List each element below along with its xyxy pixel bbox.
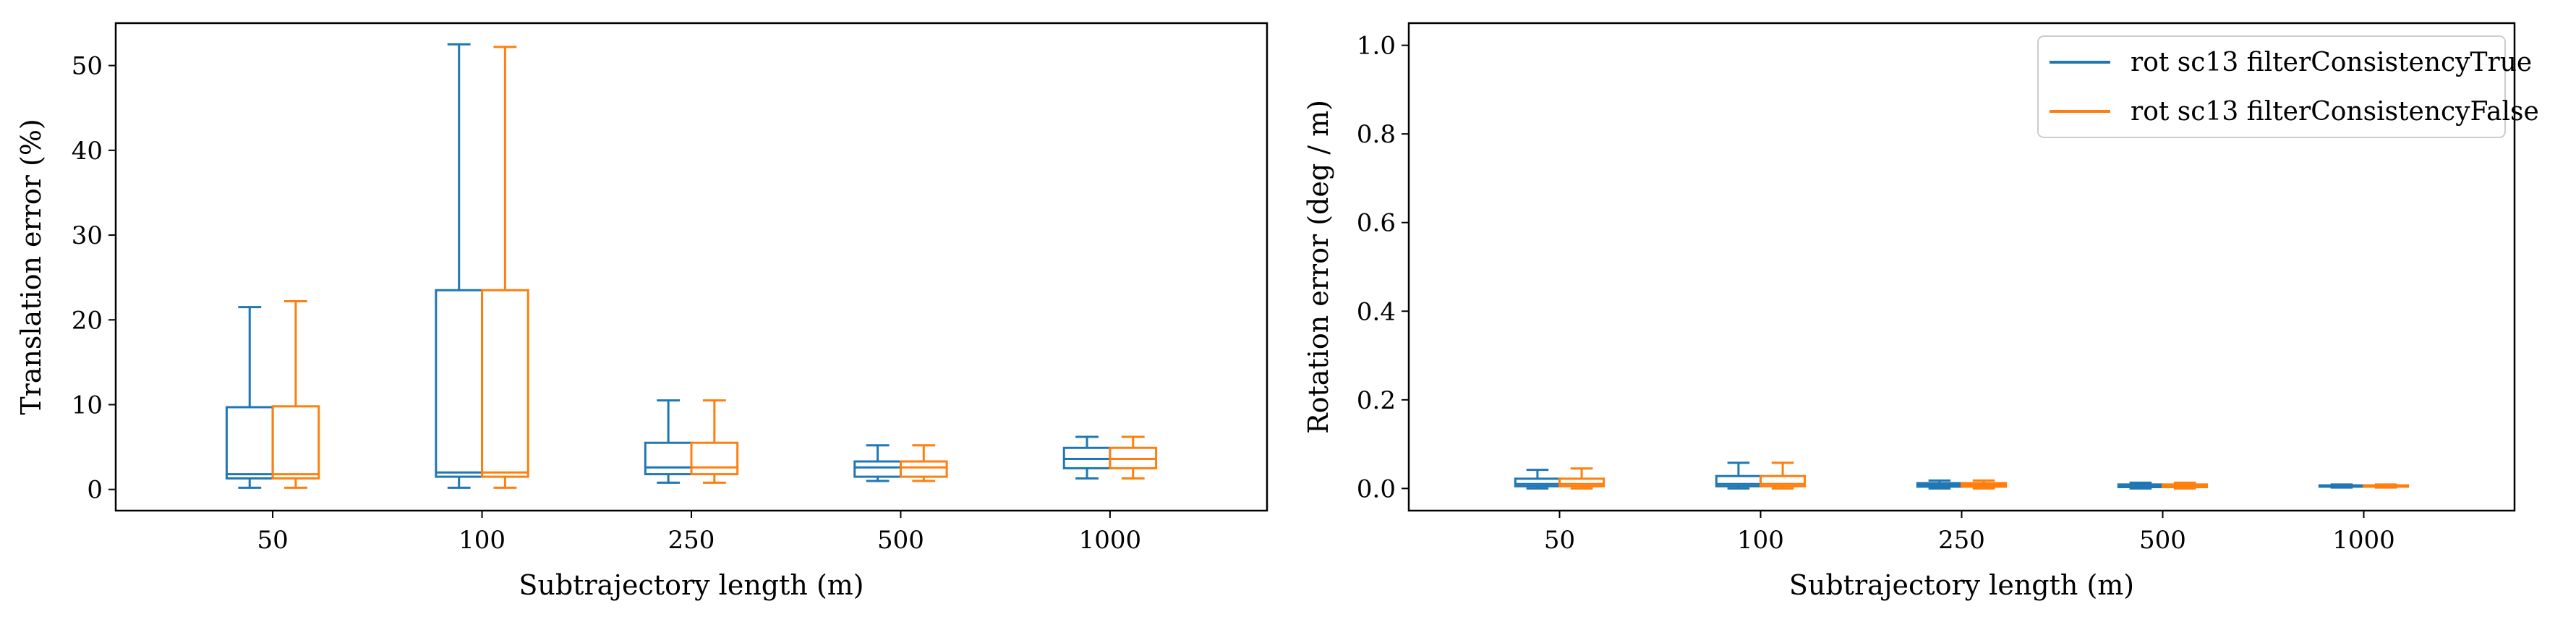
box — [853, 460, 902, 478]
legend-label-1: rot sc13 filterConsistencyTrue — [2131, 48, 2532, 77]
box — [1558, 477, 1605, 487]
plot-area-frame — [114, 22, 1268, 512]
x-axis-label: Subtrajectory length (m) — [519, 569, 863, 601]
box — [271, 405, 320, 480]
y-tick-label: 30 — [72, 221, 103, 250]
series-2 — [271, 46, 1158, 489]
box — [690, 441, 739, 476]
chart-panel-2: 0.0 0.2 0.4 0.6 0.8 1.0 50 100 250 500 1000 Subtraj… — [1302, 22, 2539, 601]
box — [644, 441, 693, 476]
y-tick-label: 20 — [72, 306, 103, 335]
x-tick-label: 50 — [1544, 526, 1575, 555]
box — [481, 289, 529, 478]
y-tick-label: 0.2 — [1357, 386, 1396, 415]
y-tick-label: 0.0 — [1357, 474, 1396, 503]
x-tick-label: 1000 — [1079, 526, 1142, 555]
y-tick-label: 50 — [72, 52, 103, 81]
y-axis-label: Rotation error (deg / m) — [1302, 100, 1334, 434]
plot-area-frame — [1407, 22, 2516, 512]
box — [1514, 477, 1561, 487]
x-tick-label: 100 — [459, 526, 506, 555]
x-axis-label: Subtrajectory length (m) — [1789, 569, 2134, 601]
x-tick-label: 500 — [2139, 526, 2186, 555]
y-tick-label: 1.0 — [1357, 32, 1396, 61]
x-tick-label: 50 — [257, 526, 288, 555]
y-tick-label: 40 — [72, 137, 103, 166]
legend-label-2: rot sc13 filterConsistencyFalse — [2131, 97, 2539, 127]
series-1 — [225, 43, 1112, 489]
box — [1760, 474, 1807, 487]
x-tick-label: 250 — [668, 526, 715, 555]
y-tick-label: 0 — [87, 476, 103, 505]
box — [899, 460, 948, 478]
x-tick-label: 250 — [1938, 526, 1985, 555]
box — [435, 289, 484, 478]
series-2 — [1558, 461, 2410, 490]
legend: rot sc13 filterConsistencyTrue rot sc13 f… — [2037, 35, 2539, 138]
y-tick-label: 0.4 — [1357, 297, 1396, 326]
y-tick-label: 0.6 — [1357, 209, 1396, 238]
series-1 — [1514, 461, 2366, 490]
x-tick-label: 500 — [877, 526, 924, 555]
y-tick-label: 10 — [72, 391, 103, 419]
x-tick-label: 100 — [1737, 526, 1784, 555]
box — [225, 406, 274, 480]
y-axis-label: Translation error (%) — [15, 119, 47, 415]
legend-frame — [2037, 35, 2506, 138]
y-tick-label: 0.8 — [1357, 120, 1396, 149]
x-tick-label: 1000 — [2332, 526, 2395, 555]
chart-panel-1: 0 10 20 30 40 50 50 100 250 500 1000 Subtrajectory … — [15, 22, 1268, 601]
